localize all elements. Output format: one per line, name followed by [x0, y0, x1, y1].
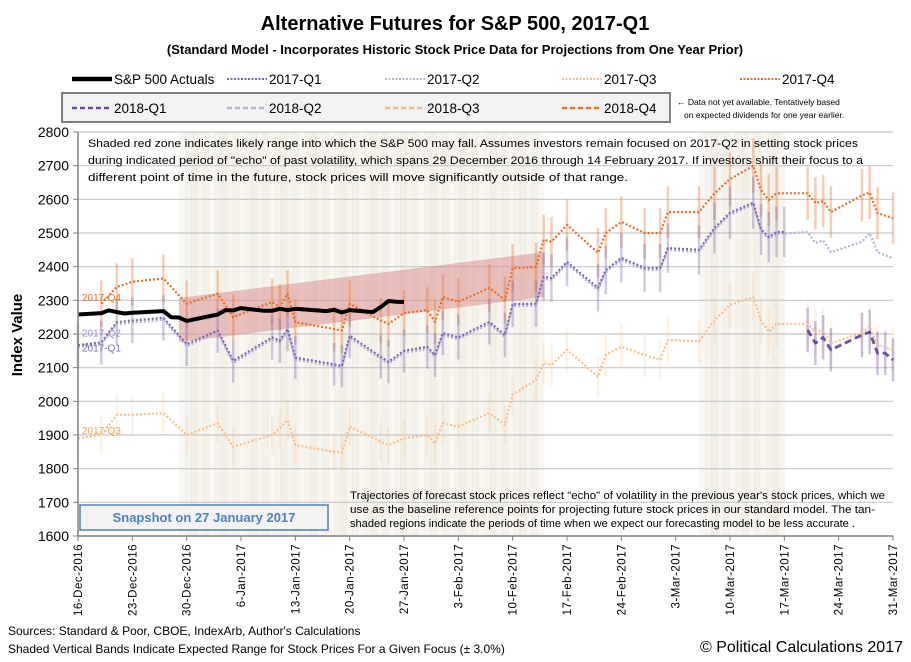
series-line-2017-q2: [77, 203, 894, 370]
x-tick-label: 10-Feb-2017: [508, 544, 520, 615]
y-tick-label: 2100: [38, 360, 69, 376]
legend-label: 2017-Q3: [604, 72, 657, 87]
legend-note-line2: on expected dividends for one year earli…: [684, 110, 844, 120]
legend: S&P 500 Actuals 2017-Q1 2017-Q2 2017-Q3 2017…: [61, 72, 835, 123]
chart-subtitle: (Standard Model - Incorporates Historic …: [167, 42, 743, 57]
annotation-top: Shaded red zone indicates likely range i…: [88, 138, 864, 184]
x-tick-label: 24-Feb-2017: [616, 544, 628, 615]
annotation-bottom-line: use as the baseline reference points for…: [350, 504, 876, 516]
y-tick-label: 2800: [38, 124, 69, 140]
legend-label: 2018-Q4: [604, 101, 657, 116]
annotation-top-line: different point of time in the future, s…: [88, 172, 628, 184]
footer-sources: Sources: Standard & Poor, CBOE, IndexArb…: [8, 624, 360, 638]
series-line-2017-q3: [77, 295, 894, 454]
legend-label: 2017-Q1: [269, 72, 322, 87]
x-tick-label: 10-Mar-2017: [725, 544, 737, 615]
legend-label: 2018-Q1: [114, 101, 167, 116]
snapshot-box: Snapshot on 27 January 2017: [79, 504, 329, 531]
red-zone: [178, 252, 544, 343]
y-tick-label: 1600: [38, 528, 69, 544]
legend-box-2018: [61, 92, 671, 123]
chart-title: Alternative Futures for S&P 500, 2017-Q1: [261, 13, 650, 35]
y-tick-label: 2000: [38, 393, 69, 409]
snapshot-label: Snapshot on 27 January 2017: [113, 510, 296, 525]
annotation-bottom-line: shaded regions indicate the periods of t…: [350, 518, 855, 530]
y-tick-label: 2600: [38, 191, 69, 207]
plot-area: 1600 1700 1800 1900 2000 2100 2200 2300 2400 2500…: [38, 124, 900, 616]
x-tick-label: 23-Dec-2016: [127, 544, 139, 616]
y-tick-label: 2300: [38, 292, 69, 308]
legend-note-line1: ← Data not yet available. Tentatively ba…: [677, 97, 840, 107]
x-tick-label: 6-Jan-2017: [236, 544, 248, 607]
x-tick-label: 17-Feb-2017: [562, 544, 574, 615]
line-label-q3: 2017-Q3: [82, 426, 121, 437]
x-tick-label: 24-Mar-2017: [834, 544, 846, 615]
annotation-top-line: during indicated period of "echo" of pas…: [88, 155, 864, 167]
y-tick-label: 1800: [38, 461, 69, 477]
annotation-top-line: Shaded red zone indicates likely range i…: [88, 138, 858, 150]
annotation-bottom: Trajectories of forecast stock prices re…: [350, 490, 885, 530]
y-tick-label: 1900: [38, 427, 69, 443]
y-tick-label: 1700: [38, 494, 69, 510]
y-tick-label: 2500: [38, 225, 69, 241]
x-tick-label: 3-Feb-2017: [453, 544, 465, 608]
legend-label: 2017-Q4: [782, 72, 835, 87]
x-tick-label: 30-Dec-2016: [182, 544, 194, 616]
x-tick-label: 27-Jan-2017: [399, 544, 411, 614]
line-label-q2: 2017-Q2: [82, 328, 121, 339]
x-tick-label: 20-Jan-2017: [345, 544, 357, 614]
x-tick-label: 31-Mar-2017: [888, 544, 900, 615]
y-axis-label: Index Value: [9, 294, 26, 377]
y-tick-label: 2200: [38, 326, 69, 342]
x-tick-label: 3-Mar-2017: [671, 544, 683, 608]
footer-bands-note: Shaded Vertical Bands Indicate Expected …: [8, 642, 505, 656]
legend-label: 2018-Q3: [427, 101, 480, 116]
series-line-s-p-500-actuals: [77, 299, 405, 323]
y-tick-label: 2400: [38, 259, 69, 275]
x-tick-label: 17-Mar-2017: [779, 544, 791, 615]
y-tick-label: 2700: [38, 158, 69, 174]
legend-label: S&P 500 Actuals: [114, 72, 215, 87]
annotation-bottom-line: Trajectories of forecast stock prices re…: [350, 490, 885, 502]
legend-label: 2018-Q2: [269, 101, 322, 116]
x-tick-label: 16-Dec-2016: [73, 544, 85, 616]
line-label-q4: 2017-Q4: [82, 293, 121, 304]
series-line-2017-q1: [77, 201, 785, 368]
footer-copyright: © Political Calculations 2017: [700, 639, 903, 656]
line-label-q1: 2017-Q1: [82, 343, 121, 354]
legend-label: 2017-Q2: [427, 72, 480, 87]
x-tick-label: 13-Jan-2017: [290, 544, 302, 614]
